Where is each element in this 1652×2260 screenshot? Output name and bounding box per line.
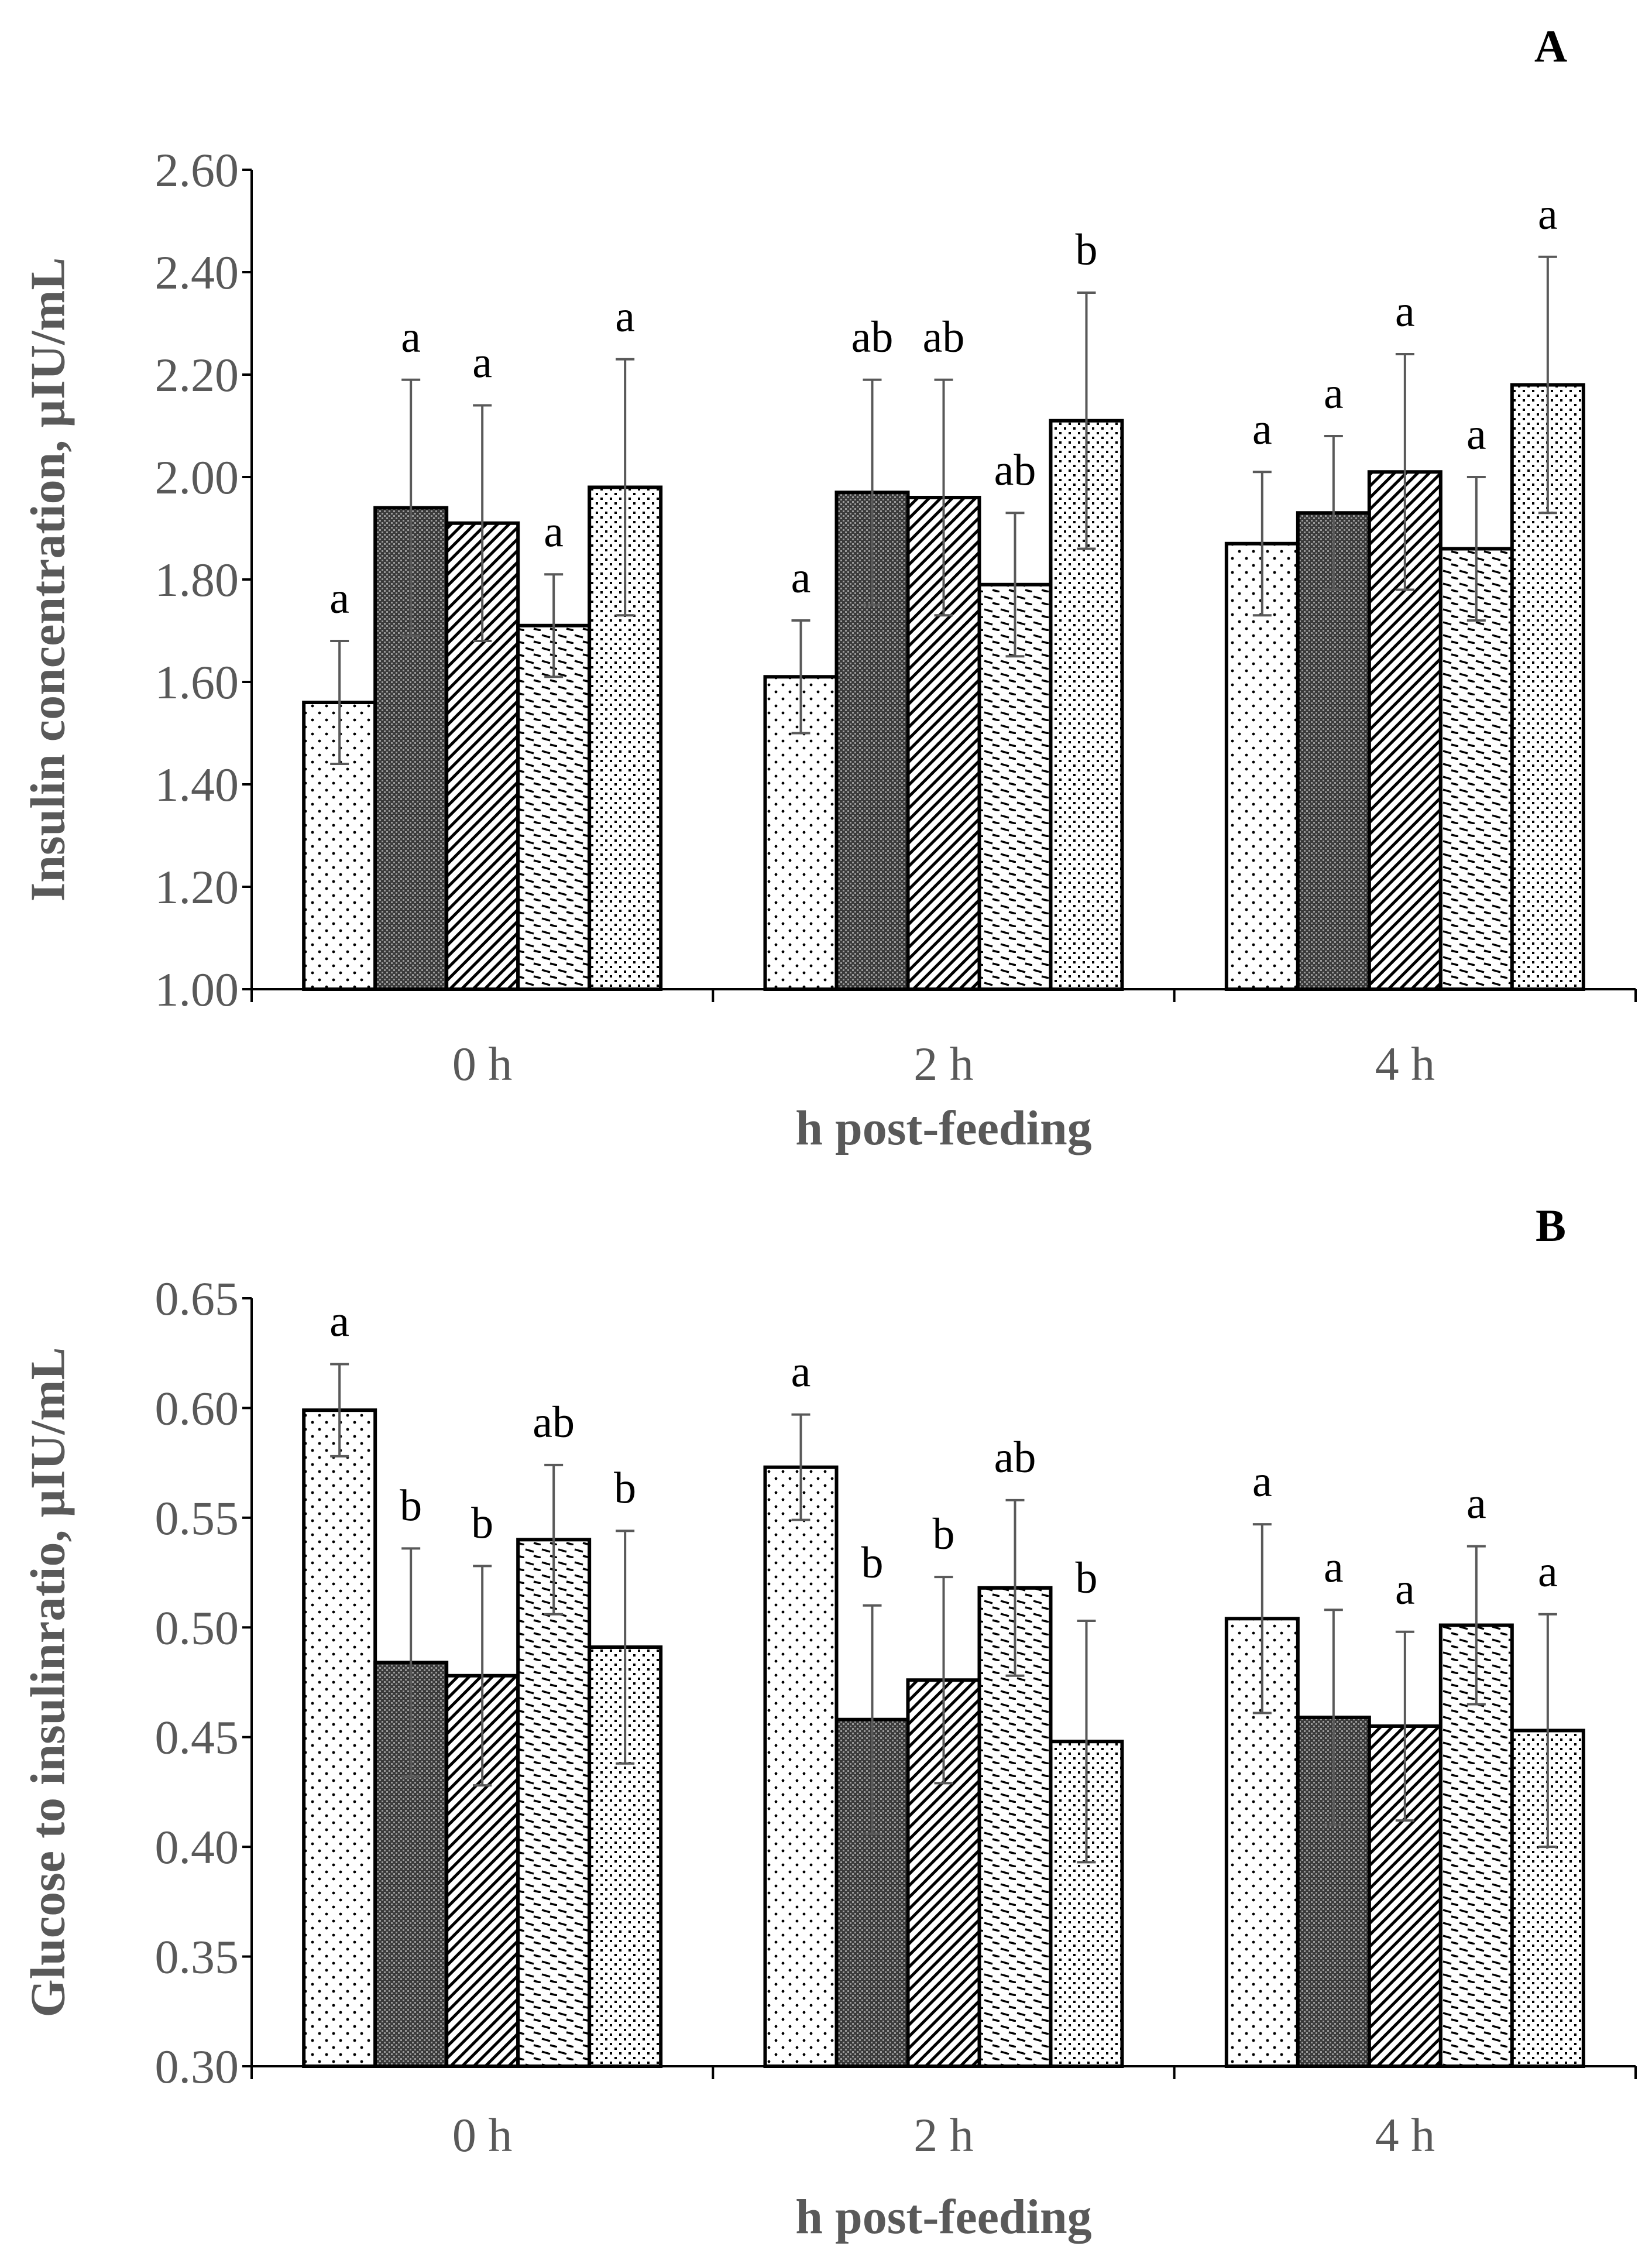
y-tick-label: 0.65 bbox=[155, 1272, 239, 1325]
significance-label: ab bbox=[923, 313, 965, 362]
significance-label: a bbox=[329, 574, 349, 623]
significance-label: a bbox=[1466, 410, 1486, 459]
significance-label: a bbox=[1538, 1547, 1558, 1596]
y-tick-label: 2.60 bbox=[155, 143, 239, 197]
bar bbox=[302, 1408, 377, 2069]
significance-label: a bbox=[544, 507, 564, 556]
y-tick-label: 1.80 bbox=[155, 553, 239, 606]
x-axis-title: h post-feeding bbox=[795, 2190, 1091, 2244]
x-tick-label: 4 h bbox=[1375, 1037, 1435, 1090]
significance-label: a bbox=[1395, 1565, 1415, 1614]
significance-label: b bbox=[1076, 1553, 1098, 1603]
y-tick-label: 2.20 bbox=[155, 348, 239, 402]
y-tick-label: 0.60 bbox=[155, 1381, 239, 1435]
bar bbox=[1296, 511, 1371, 991]
x-tick-label: 0 h bbox=[452, 1037, 513, 1090]
bar bbox=[516, 623, 592, 991]
y-tick-label: 2.40 bbox=[155, 246, 239, 299]
y-tick-label: 1.00 bbox=[155, 963, 239, 1016]
y-tick-label: 0.50 bbox=[155, 1601, 239, 1654]
y-axis-title: Insulin concentration, µIU/mL bbox=[20, 258, 75, 902]
significance-label: a bbox=[1324, 1542, 1344, 1592]
y-tick-label: 0.55 bbox=[155, 1491, 239, 1545]
significance-label: a bbox=[1538, 190, 1558, 239]
significance-label: a bbox=[401, 313, 421, 362]
y-tick-label: 1.60 bbox=[155, 656, 239, 709]
x-tick-label: 4 h bbox=[1375, 2108, 1435, 2162]
significance-label: b bbox=[1076, 225, 1098, 275]
y-tick-label: 0.35 bbox=[155, 1930, 239, 1984]
significance-label: b bbox=[471, 1498, 493, 1548]
significance-label: a bbox=[1252, 1457, 1272, 1506]
chart-panel-a: A 1.00 1.20 1.40 1.60 1.80 2.00 2.20 2.40 2.60 0 h… bbox=[20, 20, 1637, 1155]
x-axis-title: h post-feeding bbox=[795, 1101, 1091, 1155]
y-tick-label: 0.30 bbox=[155, 2040, 239, 2093]
x-tick-label: 2 h bbox=[913, 1037, 974, 1090]
y-tick-label: 0.45 bbox=[155, 1711, 239, 1764]
bar bbox=[1510, 1729, 1585, 2068]
significance-label: a bbox=[1252, 404, 1272, 454]
significance-label: a bbox=[1324, 369, 1344, 418]
bar bbox=[516, 1538, 592, 2068]
panel-label: B bbox=[1536, 1200, 1566, 1251]
bar bbox=[763, 1465, 839, 2068]
significance-label: b bbox=[614, 1463, 636, 1513]
significance-label: a bbox=[791, 1347, 811, 1397]
y-axis-title: Glucose to insulinratio, µIU/mL bbox=[20, 1347, 75, 2017]
significance-label: b bbox=[400, 1481, 422, 1530]
significance-label: ab bbox=[851, 313, 894, 362]
y-tick-label: 1.40 bbox=[155, 758, 239, 811]
x-tick-label: 0 h bbox=[452, 2108, 513, 2162]
significance-label: b bbox=[933, 1510, 955, 1559]
panel-label: A bbox=[1534, 20, 1567, 71]
y-tick-label: 1.20 bbox=[155, 860, 239, 914]
significance-label: b bbox=[861, 1538, 884, 1587]
significance-label: ab bbox=[994, 445, 1036, 495]
significance-label: a bbox=[1395, 287, 1415, 336]
significance-label: a bbox=[615, 292, 635, 341]
significance-label: a bbox=[1466, 1479, 1486, 1528]
chart-panel-b: B 0.30 0.35 0.40 0.45 0.50 0.55 0.60 0.65 0 h 2 h 4… bbox=[20, 1200, 1637, 2244]
y-tick-label: 2.00 bbox=[155, 451, 239, 504]
significance-label: a bbox=[472, 338, 492, 387]
significance-label: a bbox=[791, 553, 811, 602]
significance-label: a bbox=[329, 1297, 349, 1346]
x-tick-label: 2 h bbox=[913, 2108, 974, 2162]
bar bbox=[588, 485, 663, 991]
significance-label: ab bbox=[994, 1433, 1036, 1482]
significance-label: ab bbox=[533, 1398, 575, 1447]
y-tick-label: 0.40 bbox=[155, 1820, 239, 1874]
